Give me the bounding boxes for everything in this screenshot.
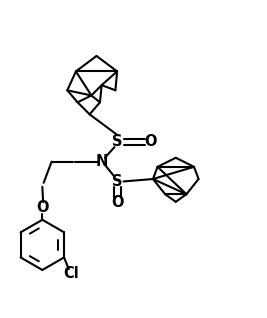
Text: O: O	[144, 134, 157, 149]
Text: O: O	[36, 200, 49, 215]
Text: Cl: Cl	[64, 266, 79, 281]
Text: S: S	[112, 134, 123, 149]
Text: S: S	[112, 174, 123, 189]
Text: N: N	[96, 154, 108, 169]
Text: O: O	[111, 195, 124, 210]
